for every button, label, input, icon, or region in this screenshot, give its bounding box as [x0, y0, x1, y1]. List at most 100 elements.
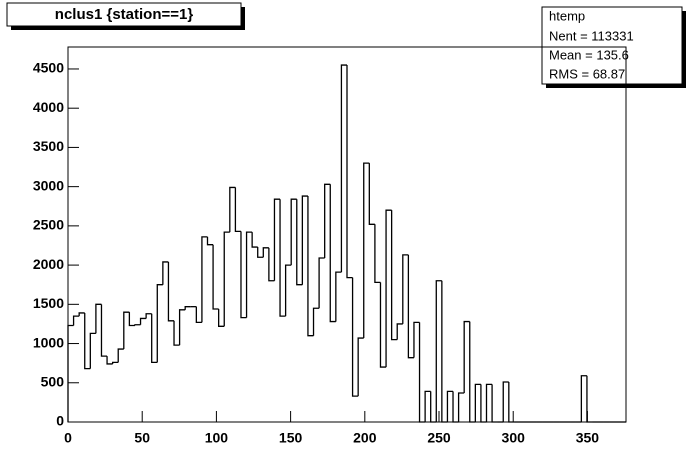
- histogram-bin: [100, 304, 108, 357]
- histogram-bin: [206, 236, 214, 246]
- y-tick-label: 3000: [33, 177, 64, 193]
- histogram-bin: [418, 322, 426, 423]
- histogram-bin: [368, 163, 375, 225]
- stats-name: htemp: [549, 8, 585, 23]
- histogram-bin: [379, 282, 387, 368]
- histogram-bin: [413, 321, 420, 358]
- histogram-bin: [162, 261, 169, 285]
- histogram-bin: [430, 391, 437, 423]
- histogram-bin: [156, 284, 163, 363]
- histogram-bin: [134, 324, 141, 326]
- histogram-bin: [441, 280, 448, 423]
- histogram-bin: [469, 321, 476, 423]
- y-tick-label: 2500: [33, 217, 64, 233]
- histogram-bin: [296, 199, 303, 286]
- histogram-bin: [329, 184, 336, 323]
- histogram-bin: [257, 247, 264, 258]
- histogram-bin: [128, 312, 135, 327]
- histogram-bin: [474, 383, 481, 422]
- chart-title: nclus1 {station==1}: [55, 6, 194, 23]
- histogram-bin: [223, 231, 230, 327]
- histogram-bin: [346, 65, 353, 279]
- histogram-bin: [117, 348, 124, 363]
- histogram-bin: [229, 186, 236, 233]
- histogram-bin: [123, 311, 130, 350]
- histogram-bin: [279, 199, 286, 317]
- histogram-bin: [178, 309, 186, 346]
- stats-box: [541, 6, 683, 85]
- histogram-bin: [84, 312, 91, 370]
- histogram-bin: [452, 391, 459, 423]
- x-tick-label: 0: [64, 430, 72, 446]
- histogram-bin: [402, 254, 409, 324]
- histogram-bin: [491, 384, 498, 423]
- histogram-bin: [480, 384, 487, 423]
- histogram-bin: [167, 261, 175, 322]
- histogram-bin: [424, 390, 431, 422]
- x-tick-label: 50: [134, 430, 150, 446]
- y-tick-label: 2000: [33, 256, 64, 272]
- histogram-bin: [335, 271, 342, 322]
- title-box: [6, 2, 242, 27]
- histogram-bin: [357, 337, 364, 397]
- histogram-bin: [446, 390, 454, 422]
- histogram-bin: [307, 196, 314, 337]
- y-tick-label: 4000: [33, 99, 64, 115]
- histogram-bin: [396, 323, 403, 340]
- y-tick-label: 500: [41, 373, 65, 389]
- y-tick-label: 3500: [33, 138, 64, 154]
- histogram-bin: [390, 210, 398, 341]
- histogram-bin: [151, 313, 158, 364]
- x-tick-label: 100: [205, 430, 229, 446]
- x-tick-label: 350: [576, 430, 600, 446]
- histogram-bin: [212, 244, 219, 310]
- histogram-bin: [435, 280, 442, 422]
- stats-line: Mean = 135.6: [549, 47, 629, 62]
- histogram-bin: [318, 257, 325, 309]
- histogram-bin: [508, 381, 515, 423]
- histogram-bin: [245, 231, 253, 318]
- histogram-bin: [139, 317, 147, 325]
- histogram-bin: [502, 381, 509, 422]
- stats-line: Nent = 113331: [549, 28, 634, 43]
- histogram-bin: [268, 247, 275, 282]
- histogram-bin: [72, 315, 80, 326]
- histogram-bin: [290, 198, 297, 266]
- histogram-bin: [463, 320, 470, 393]
- histogram-bin: [262, 247, 269, 258]
- histogram-bin: [184, 306, 191, 310]
- histogram-bin: [67, 324, 74, 422]
- histogram-bin: [273, 198, 281, 281]
- histogram-bin: [106, 356, 113, 365]
- histogram-bin: [457, 392, 465, 422]
- x-tick-label: 300: [502, 430, 526, 446]
- histogram-bin: [201, 236, 208, 323]
- plot-frame: [67, 46, 627, 423]
- stats-line: RMS = 68.87: [549, 66, 625, 81]
- x-tick-label: 200: [353, 430, 377, 446]
- histogram-bin: [234, 187, 241, 233]
- histogram-bin: [586, 375, 593, 423]
- histogram-bin: [173, 320, 180, 346]
- histogram-bin: [145, 313, 152, 319]
- x-tick-label: 250: [427, 430, 451, 446]
- histogram-bin: [78, 312, 85, 317]
- histogram-bin: [324, 183, 331, 259]
- x-tick-label: 150: [279, 430, 303, 446]
- histogram-bin: [301, 195, 308, 285]
- y-tick-label: 0: [56, 413, 64, 429]
- histogram-bin: [89, 332, 96, 369]
- y-tick-label: 4500: [33, 60, 64, 76]
- histogram-bin: [251, 232, 258, 248]
- histogram-bin: [363, 162, 370, 339]
- histogram-bin: [111, 361, 119, 364]
- histogram-bin: [385, 209, 392, 368]
- histogram-bin: [340, 64, 347, 273]
- histogram-bin: [284, 264, 292, 317]
- y-tick-label: 1000: [33, 334, 64, 350]
- histogram-bin: [240, 231, 247, 319]
- histogram-bin: [218, 309, 225, 327]
- histogram-bin: [351, 277, 359, 397]
- histogram-bin: [485, 383, 493, 422]
